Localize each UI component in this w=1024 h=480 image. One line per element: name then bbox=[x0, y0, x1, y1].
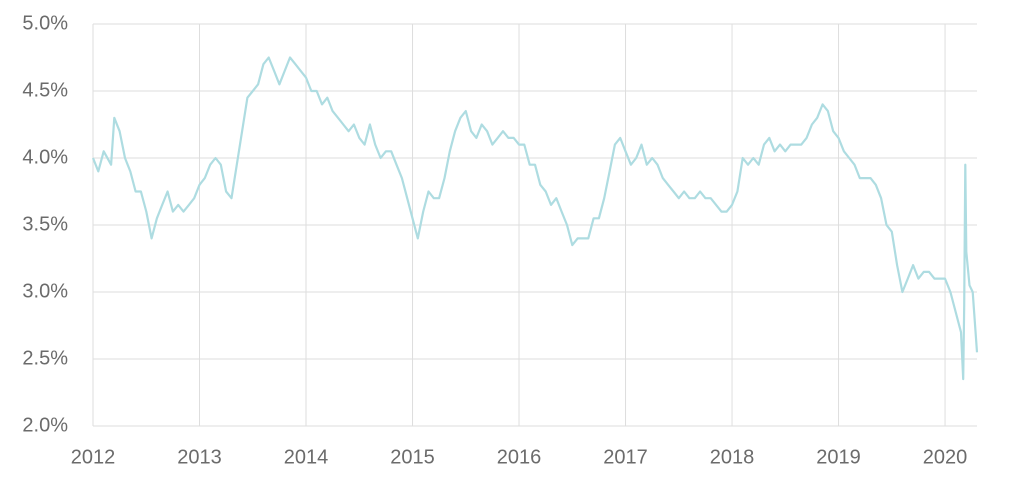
y-tick-label: 4.5% bbox=[22, 79, 68, 101]
x-tick-label: 2013 bbox=[177, 446, 222, 468]
x-tick-label: 2015 bbox=[390, 446, 435, 468]
y-tick-label: 5.0% bbox=[22, 12, 68, 34]
x-tick-label: 2020 bbox=[923, 446, 968, 468]
x-tick-label: 2019 bbox=[816, 446, 861, 468]
y-tick-label: 2.0% bbox=[22, 414, 68, 436]
y-tick-label: 3.0% bbox=[22, 280, 68, 302]
y-tick-label: 4.0% bbox=[22, 146, 68, 168]
x-tick-label: 2016 bbox=[497, 446, 542, 468]
x-tick-label: 2014 bbox=[284, 446, 329, 468]
data-line bbox=[91, 56, 979, 381]
y-tick-label: 2.5% bbox=[22, 347, 68, 369]
y-tick-label: 3.5% bbox=[22, 213, 68, 235]
x-tick-label: 2018 bbox=[710, 446, 755, 468]
x-tick-label: 2012 bbox=[71, 446, 116, 468]
x-tick-label: 2017 bbox=[603, 446, 648, 468]
